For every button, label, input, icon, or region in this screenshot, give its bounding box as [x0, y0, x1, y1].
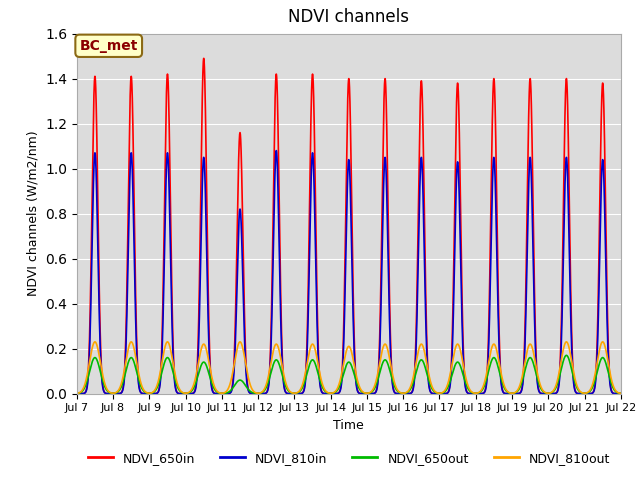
NDVI_810in — [189, 390, 197, 396]
NDVI_650in — [617, 391, 625, 396]
NDVI_810out — [617, 391, 625, 396]
NDVI_650out — [184, 390, 191, 396]
NDVI_650out — [615, 390, 623, 396]
NDVI_650in — [200, 56, 207, 61]
Line: NDVI_810out: NDVI_810out — [77, 342, 621, 394]
Legend: NDVI_650in, NDVI_810in, NDVI_650out, NDVI_810out: NDVI_650in, NDVI_810in, NDVI_650out, NDV… — [83, 447, 615, 469]
NDVI_650out — [276, 366, 284, 372]
NDVI_810in — [615, 391, 623, 396]
Text: BC_met: BC_met — [79, 39, 138, 53]
NDVI_650in — [615, 391, 623, 396]
NDVI_650in — [189, 390, 197, 396]
NDVI_650in — [424, 365, 431, 371]
NDVI_810out — [615, 390, 623, 396]
NDVI_650in — [501, 391, 509, 396]
NDVI_810in — [273, 148, 280, 154]
Line: NDVI_810in: NDVI_810in — [77, 151, 621, 394]
NDVI_810out — [189, 383, 197, 389]
NDVI_650in — [184, 391, 191, 396]
NDVI_650out — [563, 352, 570, 358]
NDVI_650out — [189, 386, 197, 392]
NDVI_810out — [424, 367, 431, 372]
X-axis label: Time: Time — [333, 419, 364, 432]
NDVI_810in — [501, 391, 509, 396]
NDVI_810in — [424, 372, 431, 377]
Title: NDVI channels: NDVI channels — [288, 9, 410, 26]
NDVI_810out — [73, 391, 81, 396]
NDVI_810out — [276, 354, 284, 360]
NDVI_650out — [501, 386, 509, 392]
NDVI_810out — [184, 390, 191, 396]
Y-axis label: NDVI channels (W/m2/nm): NDVI channels (W/m2/nm) — [26, 131, 40, 297]
NDVI_810out — [91, 339, 99, 345]
NDVI_810in — [184, 391, 191, 396]
NDVI_810in — [617, 391, 625, 396]
NDVI_810in — [276, 307, 284, 312]
Line: NDVI_650out: NDVI_650out — [77, 355, 621, 394]
NDVI_650out — [617, 391, 625, 396]
NDVI_810in — [73, 391, 81, 396]
NDVI_650in — [276, 281, 284, 287]
NDVI_650in — [73, 391, 81, 396]
NDVI_650out — [73, 391, 81, 396]
NDVI_650out — [424, 374, 431, 380]
NDVI_810out — [501, 385, 509, 391]
Line: NDVI_650in: NDVI_650in — [77, 59, 621, 394]
